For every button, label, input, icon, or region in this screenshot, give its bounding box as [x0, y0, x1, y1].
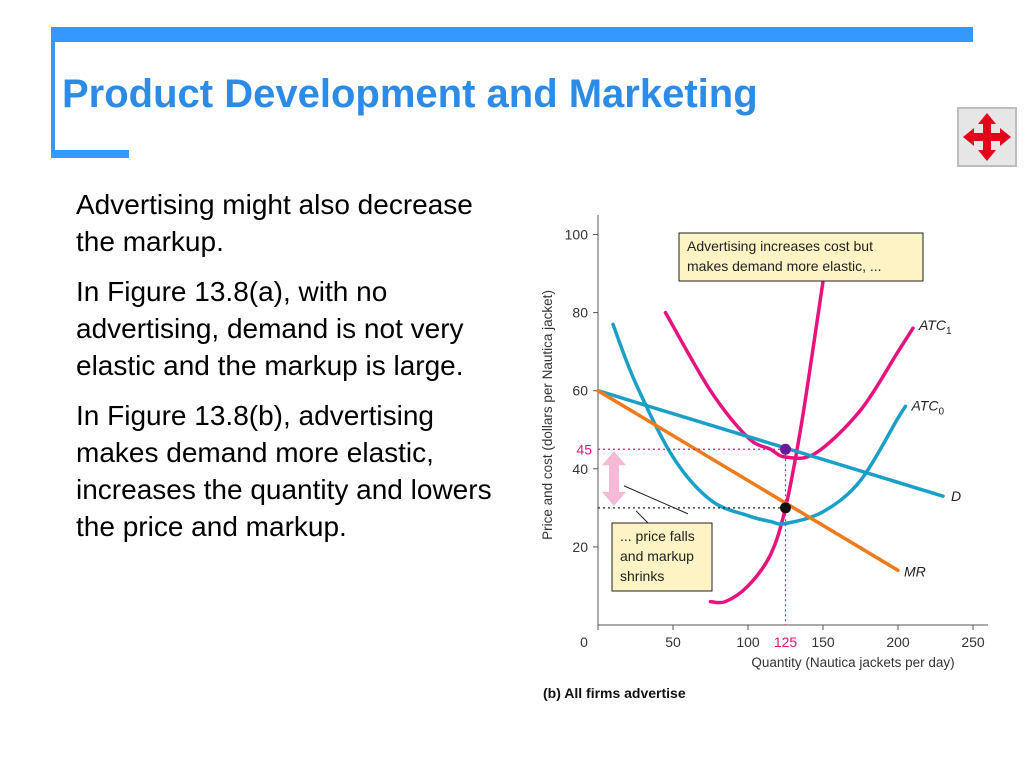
- y-tick-label: 100: [565, 227, 589, 243]
- bottom-annotation-box-rect: [611, 522, 713, 592]
- series-atc1-curve: [663, 310, 915, 461]
- title-accent-bar: [51, 27, 973, 42]
- series-d-curve: [596, 388, 945, 498]
- x-tick-label: 100: [736, 634, 760, 650]
- chart: 0 50 100 150 200 250 20 40 60 80 100 Quantity (Naut…: [528, 205, 998, 720]
- annotation-pointer: [635, 510, 649, 524]
- title-accent-side: [51, 27, 55, 157]
- series-d-label: D: [951, 488, 961, 504]
- top-annotation-box-text: Advertising increases cost but: [687, 238, 873, 254]
- x-axis-label: Quantity (Nautica jackets per day): [751, 655, 954, 670]
- body-paragraph: In Figure 13.8(b), advertising makes dem…: [76, 400, 492, 542]
- series-mr-curve: [596, 388, 900, 573]
- markup-arrow: [602, 451, 626, 506]
- top-annotation-box: Advertising increases cost but makes dema…: [678, 232, 924, 282]
- top-annotation-box-text: makes demand more elastic, ...: [687, 258, 882, 274]
- x-tick-label: 200: [886, 634, 910, 650]
- price-label: 45: [576, 441, 592, 457]
- y-tick-label: 20: [572, 539, 588, 555]
- series-mr-label: MR: [904, 563, 926, 579]
- bottom-annotation-box-text: shrinks: [620, 568, 664, 584]
- bottom-annotation-box-text: ... price falls: [620, 528, 695, 544]
- chart-svg: 0 50 100 150 200 250 20 40 60 80 100 Quantity (Naut…: [540, 215, 988, 701]
- x-tick-label: 50: [665, 634, 681, 650]
- equilibrium-point: [780, 443, 791, 455]
- series-atc1-label: ATC1: [918, 317, 952, 337]
- y-tick-label: 60: [572, 383, 588, 399]
- bottom-annotation-box-text: and markup: [620, 548, 694, 564]
- x-tick-label: 150: [811, 634, 835, 650]
- y-tick-label: 80: [572, 305, 588, 321]
- move-arrows-icon[interactable]: [957, 107, 1017, 167]
- body-paragraph: In Figure 13.8(a), with no advertising, …: [76, 276, 464, 381]
- top-annotation-box-rect: [678, 232, 924, 282]
- y-tick-label: 40: [572, 461, 588, 477]
- series-atc0-label: ATC0: [911, 397, 945, 417]
- x-tick-label: 250: [961, 634, 985, 650]
- annotation-pointer-to-price: [623, 485, 689, 515]
- body-paragraph: Advertising might also decrease the mark…: [76, 189, 473, 257]
- quantity-label: 125: [774, 634, 798, 650]
- mc-mr-point: [780, 502, 791, 514]
- slide-title: Product Development and Marketing: [62, 72, 758, 116]
- bottom-annotation-box: ... price falls and markup shrinks: [611, 522, 713, 592]
- slide-body: Advertising might also decrease the mark…: [76, 186, 496, 558]
- x-tick-label: 0: [580, 634, 588, 650]
- title-accent-underline: [51, 150, 129, 158]
- y-axis-label: Price and cost (dollars per Nautica jack…: [540, 290, 555, 540]
- chart-title: (b) All firms advertise: [543, 685, 686, 701]
- series-atc0-curve: [611, 322, 908, 526]
